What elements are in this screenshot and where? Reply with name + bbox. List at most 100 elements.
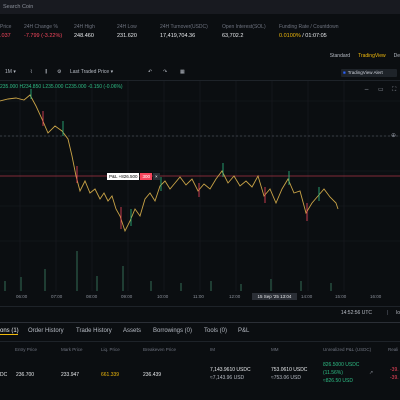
volume-bar [180,283,182,291]
search-placeholder: Search Coin [3,4,34,10]
utc-clock[interactable]: 14:52:56 UTC [340,310,372,316]
crosshair-time-label: 15 Sep '25 13:04 [252,293,297,300]
x-tick: 09:00 [121,294,133,299]
tab-positions[interactable]: ons (1) [0,328,19,335]
chart-type-icon[interactable]: ⫼ [45,69,48,75]
stat-label: Open Interest(SOL) [222,24,266,30]
volume-bar [330,283,332,291]
entry-price-cell: 236.700 [16,372,35,378]
tab-tools[interactable]: Tools (0) [204,328,228,334]
price-line [0,94,339,233]
screenshot-icon[interactable]: ▭ [378,86,384,93]
time-axis: 06:00 07:00 08:00 09:00 10:00 11:00 12:0… [0,292,400,302]
x-tick: 16:00 [370,294,382,299]
stat-label: 24H Low [117,24,137,30]
active-tab-indicator [0,333,18,335]
volume-bar [122,266,124,291]
add-level-icon[interactable]: ⊕ [391,132,396,139]
price-source-label: Last Traded Price [70,69,110,75]
tab-pnl[interactable]: P&L [238,328,250,334]
interval-label: 1M [5,69,12,75]
tab-depth[interactable]: De [393,53,400,59]
redo-icon[interactable]: ↷ [163,69,168,75]
stat-label: 24H High [74,24,95,30]
stat-open-interest: Open Interest(SOL) 63,702.2 [222,24,266,39]
indicators-icon[interactable]: ⌇ [30,69,33,75]
ohlc-text: 235.000 H234.850 L235.000 C235.000 -0.15… [0,84,123,90]
upnl-pct-cell: (11.56%) [323,370,343,376]
liq-price-cell: 661.339 [101,372,120,378]
x-tick: 10:00 [157,294,169,299]
stat-value: 231.620 [117,33,137,39]
settings-icon[interactable]: ⚙ [57,69,62,75]
tab-label: ons (1) [0,328,19,334]
close-position-icon[interactable]: × [153,173,160,180]
market-stats: Price .037 24H Change % -7.799 (-3.22%) … [0,24,400,46]
interval-select[interactable]: 1M ▾ [5,69,16,75]
price-chart[interactable]: − ▭ ⛶ ⊕ [0,81,400,301]
realized-pnl-cell: -39. [390,367,399,373]
volume-bar [150,281,152,291]
stat-24h-high: 24H High 248.460 [74,24,95,39]
tab-trade-history[interactable]: Trade History [76,328,112,334]
funding-countdown: / 01:07:05 [302,33,327,39]
position-pnl-tag[interactable]: P&L +826.500 300 × [107,173,160,180]
search-coin-input[interactable]: Search Coin [0,2,73,12]
stat-value: 248.460 [74,33,94,39]
stat-funding-rate: Funding Rate / Countdown 0.0100% / 01:07… [279,24,338,39]
stat-label: Price [0,24,12,30]
tab-assets[interactable]: Assets [123,328,142,334]
breakeven-price-cell: 236.439 [143,372,162,378]
zoom-out-icon[interactable]: − [364,86,369,93]
stat-value: -7.799 (-3.22%) [24,33,63,39]
fullscreen-icon[interactable]: ⛶ [392,86,397,93]
x-tick: 12:00 [229,294,241,299]
mark-price-cell: 233.947 [61,372,80,378]
tradingview-alert-label: TradingView Alert [347,70,383,75]
mm-usd-cell: ≈753.06 USD [271,375,301,381]
x-tick: 15:00 [335,294,347,299]
im-value-cell: 7,143.9610 USDC [210,367,251,373]
col-entry-price: Entry Price [15,347,38,352]
separator: | [386,310,388,316]
chart-toolbar: 1M ▾ ⌇ ⫼ ⚙ Last Traded Price ▾ ↶ ↷ ▦ [0,66,400,81]
stat-24h-turnover: 24H Turnover(USDC) 17,419,704.36 [160,24,208,39]
top-bar: Search Coin [0,0,400,14]
stat-price: Price .037 [0,24,11,39]
x-tick: 07:00 [51,294,63,299]
tab-standard[interactable]: Standard [329,53,351,59]
upnl-value-cell: 826.5000 USDC [323,362,360,368]
volume-bar [20,277,22,291]
x-tick: 08:00 [86,294,98,299]
symbol-cell: DC [0,372,8,378]
col-realized-pnl: Reali [388,347,399,352]
stat-label: 24H Change % [24,24,58,30]
bottom-tabs: ons (1) Order History Trade History Asse… [0,322,400,342]
alert-icon: ■ [343,70,346,75]
col-mm: MM [271,347,279,352]
layout-icon[interactable]: ▦ [180,69,185,75]
stat-value: .037 [0,33,11,39]
volume-bar [270,279,272,291]
tab-tradingview[interactable]: TradingView [358,53,386,59]
realized-pnl-usd-cell: -39. [390,375,399,381]
share-icon[interactable]: ↗ [369,370,374,376]
col-breakeven-price: Breakeven Price [143,347,177,352]
volume-bar [240,284,242,291]
pnl-tag-qty: 300 [140,173,152,180]
price-source-select[interactable]: Last Traded Price ▾ [70,69,114,75]
undo-icon[interactable]: ↶ [148,69,153,75]
tradingview-alert-button[interactable]: ■ TradingView Alert [341,69,397,77]
funding-rate-value: 0.0100% [279,33,301,39]
log-scale-toggle[interactable]: lo [396,310,400,316]
ohlc-readout: 235.000 H234.850 L235.000 C235.000 -0.15… [0,84,123,90]
col-liq-price: Liq. Price [101,347,120,352]
stat-24h-low: 24H Low 231.620 [117,24,137,39]
tab-borrowings[interactable]: Borrowings (0) [153,328,193,334]
tab-order-history[interactable]: Order History [28,328,64,334]
col-im: IM [210,347,215,352]
mm-value-cell: 753.0610 USDC [271,367,308,373]
pnl-tag-label: P&L +826.500 [107,173,140,180]
im-usd-cell: ≈7,143.96 USD [210,375,245,381]
upnl-usd-cell: ≈826.50 USD [323,378,353,384]
